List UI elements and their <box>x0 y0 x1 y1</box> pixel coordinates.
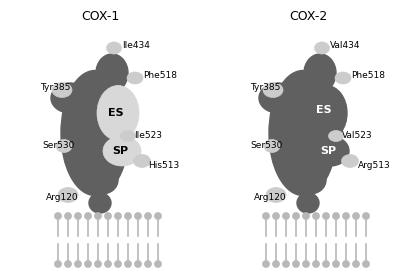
Text: Arg513: Arg513 <box>358 161 391 171</box>
Ellipse shape <box>269 70 337 195</box>
Text: Val523: Val523 <box>342 131 373 139</box>
Ellipse shape <box>120 131 136 142</box>
Text: Tyr385: Tyr385 <box>250 84 281 92</box>
Circle shape <box>273 261 279 267</box>
Circle shape <box>134 213 142 219</box>
Ellipse shape <box>61 70 129 195</box>
Text: Phe518: Phe518 <box>143 71 177 81</box>
Circle shape <box>342 213 349 219</box>
Ellipse shape <box>294 166 326 194</box>
Ellipse shape <box>304 54 336 92</box>
Ellipse shape <box>127 72 143 84</box>
Ellipse shape <box>56 139 72 153</box>
Circle shape <box>352 213 359 219</box>
Circle shape <box>312 213 320 219</box>
Ellipse shape <box>259 83 297 113</box>
Circle shape <box>144 261 151 267</box>
Ellipse shape <box>315 42 330 54</box>
Ellipse shape <box>329 131 344 142</box>
Circle shape <box>362 261 369 267</box>
Circle shape <box>124 213 132 219</box>
Ellipse shape <box>89 193 111 213</box>
Circle shape <box>303 213 310 219</box>
Circle shape <box>322 261 330 267</box>
Circle shape <box>115 213 122 219</box>
Circle shape <box>64 213 71 219</box>
Circle shape <box>263 213 269 219</box>
Circle shape <box>95 261 102 267</box>
Circle shape <box>75 213 81 219</box>
Circle shape <box>332 213 339 219</box>
Ellipse shape <box>107 42 122 54</box>
Text: COX-2: COX-2 <box>289 10 327 23</box>
Text: COX-1: COX-1 <box>81 10 119 23</box>
Ellipse shape <box>305 86 347 140</box>
Ellipse shape <box>52 83 72 97</box>
Ellipse shape <box>134 155 151 168</box>
Circle shape <box>263 261 269 267</box>
Text: Ser530: Ser530 <box>250 142 282 150</box>
Text: Tyr385: Tyr385 <box>40 84 71 92</box>
Circle shape <box>322 213 330 219</box>
Circle shape <box>105 213 112 219</box>
Ellipse shape <box>58 187 78 203</box>
Circle shape <box>283 261 290 267</box>
Circle shape <box>312 261 320 267</box>
Circle shape <box>293 261 300 267</box>
Text: Ile523: Ile523 <box>134 131 162 139</box>
Circle shape <box>134 261 142 267</box>
Text: Phe518: Phe518 <box>351 71 385 81</box>
Ellipse shape <box>342 155 359 168</box>
Ellipse shape <box>51 83 89 113</box>
Circle shape <box>54 261 61 267</box>
Ellipse shape <box>264 139 280 153</box>
Circle shape <box>362 213 369 219</box>
Circle shape <box>144 213 151 219</box>
Ellipse shape <box>263 83 283 97</box>
Circle shape <box>342 261 349 267</box>
Circle shape <box>283 213 290 219</box>
Circle shape <box>332 261 339 267</box>
Text: SP: SP <box>112 146 128 156</box>
Circle shape <box>303 261 310 267</box>
Circle shape <box>154 261 161 267</box>
Circle shape <box>293 213 300 219</box>
Circle shape <box>273 213 279 219</box>
Ellipse shape <box>96 54 128 92</box>
Ellipse shape <box>335 72 351 84</box>
Text: Arg120: Arg120 <box>46 193 78 203</box>
Circle shape <box>154 213 161 219</box>
Ellipse shape <box>97 86 139 140</box>
Text: Arg120: Arg120 <box>254 193 287 203</box>
Circle shape <box>124 261 132 267</box>
Circle shape <box>352 261 359 267</box>
Ellipse shape <box>86 166 118 194</box>
Circle shape <box>105 261 112 267</box>
Ellipse shape <box>266 187 286 203</box>
Circle shape <box>95 213 102 219</box>
Circle shape <box>75 261 81 267</box>
Circle shape <box>64 261 71 267</box>
Circle shape <box>115 261 122 267</box>
Ellipse shape <box>311 136 349 166</box>
Circle shape <box>85 261 91 267</box>
Text: Val434: Val434 <box>330 41 361 51</box>
Text: ES: ES <box>316 105 332 115</box>
Ellipse shape <box>297 193 319 213</box>
Ellipse shape <box>103 136 141 166</box>
Text: SP: SP <box>320 146 336 156</box>
Text: Ile434: Ile434 <box>122 41 150 51</box>
Circle shape <box>85 213 91 219</box>
Text: His513: His513 <box>148 161 179 171</box>
Text: ES: ES <box>108 108 124 118</box>
Circle shape <box>54 213 61 219</box>
Text: Ser530: Ser530 <box>42 142 74 150</box>
